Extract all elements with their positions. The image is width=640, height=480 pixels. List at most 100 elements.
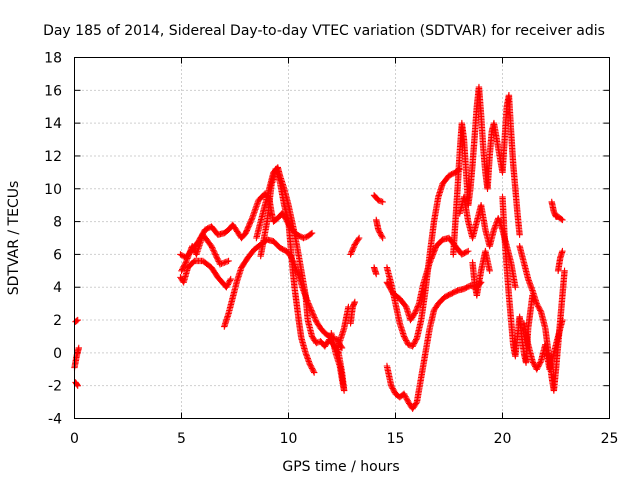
data-point bbox=[401, 392, 408, 399]
data-point bbox=[225, 279, 232, 287]
data-point bbox=[308, 363, 315, 371]
data-point bbox=[559, 216, 566, 224]
series-arc-k bbox=[347, 298, 359, 327]
data-point bbox=[403, 338, 411, 346]
data-point bbox=[559, 247, 566, 255]
data-point bbox=[210, 247, 217, 254]
data-point bbox=[212, 251, 219, 258]
data-point bbox=[214, 256, 222, 264]
data-point bbox=[412, 307, 420, 314]
data-point bbox=[534, 303, 542, 310]
data-point bbox=[559, 316, 566, 324]
data-point bbox=[307, 362, 314, 369]
data-point bbox=[226, 278, 233, 285]
data-point bbox=[403, 394, 410, 402]
data-point bbox=[348, 248, 355, 255]
series-arc-z bbox=[554, 247, 566, 275]
y-tick-label: 12 bbox=[44, 149, 62, 165]
data-point bbox=[561, 267, 568, 275]
data-point bbox=[244, 225, 251, 233]
data-point bbox=[309, 310, 316, 317]
series-arc-y bbox=[548, 198, 566, 224]
data-point bbox=[411, 310, 418, 317]
x-tick-label: 20 bbox=[494, 431, 512, 447]
data-point bbox=[74, 382, 81, 389]
data-point bbox=[355, 236, 362, 243]
data-point bbox=[178, 267, 185, 275]
data-point bbox=[375, 226, 382, 233]
data-point bbox=[75, 344, 82, 352]
data-point bbox=[537, 307, 544, 314]
data-point bbox=[535, 304, 543, 311]
y-tick-label: 2 bbox=[53, 313, 62, 329]
data-point bbox=[412, 336, 420, 343]
data-point bbox=[411, 338, 418, 346]
y-tick-label: 0 bbox=[53, 346, 62, 362]
data-point bbox=[308, 229, 316, 237]
data-point bbox=[388, 383, 396, 391]
data-point bbox=[409, 343, 416, 350]
series-arc-l bbox=[347, 234, 363, 258]
y-tick-label: 4 bbox=[53, 280, 62, 296]
data-point bbox=[310, 367, 317, 375]
data-point bbox=[180, 263, 187, 270]
data-point bbox=[311, 315, 319, 323]
data-point bbox=[415, 301, 422, 309]
data-point bbox=[412, 308, 419, 316]
data-point bbox=[376, 229, 384, 236]
data-point bbox=[388, 382, 395, 389]
data-point bbox=[244, 224, 252, 231]
data-point bbox=[534, 363, 542, 370]
data-point bbox=[390, 386, 397, 393]
y-tick-label: 8 bbox=[53, 215, 62, 231]
y-tick-label: 16 bbox=[44, 83, 62, 99]
data-point bbox=[537, 359, 544, 366]
plot-border bbox=[74, 57, 610, 419]
data-point bbox=[412, 337, 419, 345]
data-point bbox=[400, 333, 408, 340]
series-arc-c bbox=[72, 316, 81, 325]
series-arc-n bbox=[373, 216, 386, 242]
data-point bbox=[226, 277, 234, 284]
data-point bbox=[410, 341, 417, 349]
data-point bbox=[463, 248, 471, 255]
x-tick-label: 15 bbox=[387, 431, 405, 447]
data-point bbox=[209, 245, 216, 253]
x-tick-label: 25 bbox=[601, 431, 619, 447]
series-arc-f bbox=[178, 231, 232, 275]
data-point bbox=[465, 247, 472, 255]
x-tick-label: 10 bbox=[280, 431, 298, 447]
data-point bbox=[190, 245, 197, 253]
data-point bbox=[375, 227, 383, 235]
data-point bbox=[247, 217, 255, 225]
data-point bbox=[189, 243, 196, 250]
y-tick-label: -2 bbox=[48, 379, 62, 395]
data-point bbox=[535, 361, 543, 369]
data-point bbox=[247, 219, 254, 226]
data-point bbox=[413, 306, 420, 313]
y-axis-label: SDTVAR / TECUs bbox=[6, 181, 22, 296]
data-point bbox=[512, 284, 519, 291]
series-arc-u bbox=[469, 247, 493, 299]
data-point bbox=[414, 304, 421, 312]
data-point bbox=[349, 245, 357, 252]
data-point bbox=[208, 244, 216, 251]
data-point bbox=[536, 360, 543, 368]
data-point bbox=[403, 337, 410, 344]
data-point bbox=[378, 233, 386, 240]
data-point bbox=[189, 244, 197, 251]
data-point bbox=[181, 260, 189, 268]
data-point bbox=[412, 400, 420, 407]
data-point bbox=[211, 249, 218, 257]
data-point bbox=[401, 334, 408, 342]
data-point bbox=[400, 390, 408, 398]
data-point bbox=[213, 254, 220, 261]
data-point bbox=[351, 242, 358, 250]
data-point bbox=[208, 243, 215, 250]
x-axis-label: GPS time / hours bbox=[282, 459, 399, 475]
series-arc-i bbox=[257, 165, 318, 376]
data-point bbox=[414, 303, 422, 310]
data-point bbox=[224, 281, 232, 288]
